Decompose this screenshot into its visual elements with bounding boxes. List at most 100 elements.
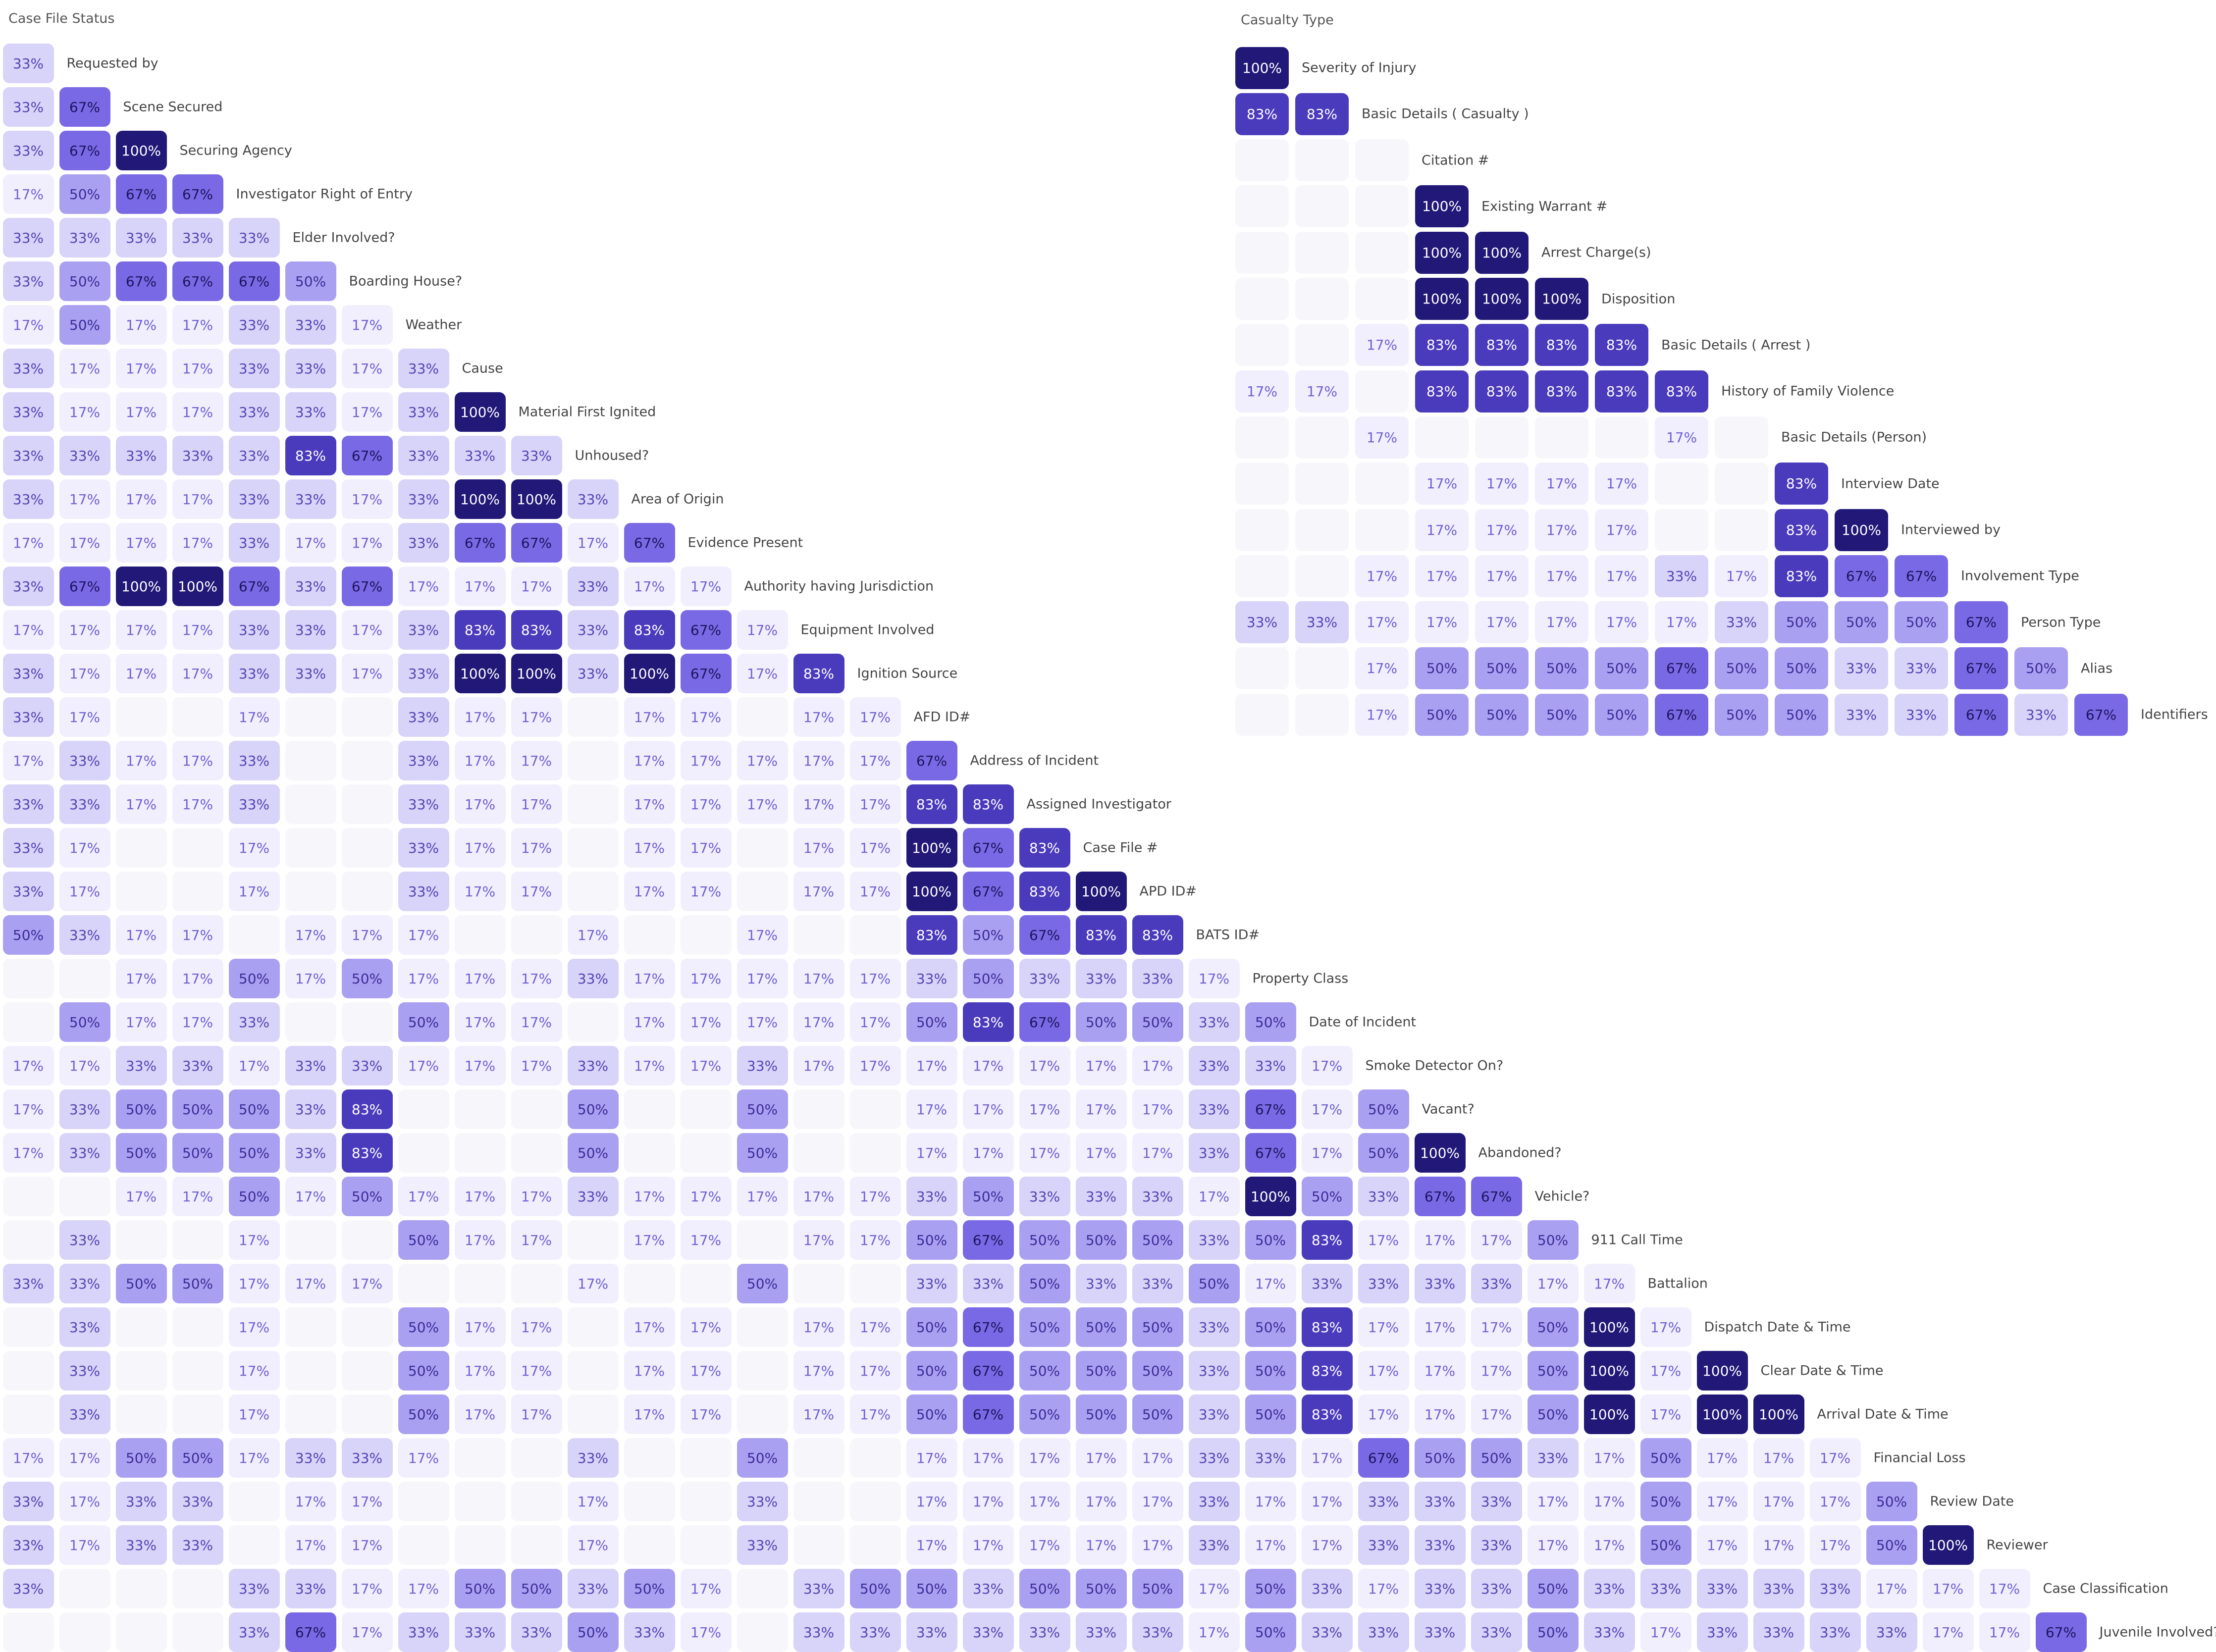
row-label: Investigator Right of Entry — [236, 186, 413, 202]
percent-cell: 33% — [2, 872, 54, 911]
percent-cell: 17% — [59, 1482, 110, 1521]
percent-cell: 67% — [1655, 693, 1708, 736]
row-label: Smoke Detector On? — [1365, 1058, 1504, 1074]
percent-cell: 17% — [59, 523, 110, 563]
percent-cell: 50% — [1188, 1264, 1240, 1303]
percent-cell: 83% — [1295, 93, 1349, 135]
empty-cell — [398, 1525, 449, 1565]
percent-cell: 33% — [1655, 555, 1708, 597]
percent-cell: 83% — [1595, 324, 1648, 366]
percent-cell: 33% — [59, 1264, 110, 1303]
percent-cell: 17% — [1475, 601, 1529, 644]
empty-cell — [2, 1612, 54, 1652]
percent-cell: 33% — [793, 1612, 844, 1652]
empty-cell — [849, 1133, 901, 1173]
percent-cell: 17% — [624, 1177, 675, 1216]
empty-cell — [849, 1482, 901, 1521]
percent-cell: 33% — [793, 1569, 844, 1608]
percent-cell: 83% — [454, 610, 506, 650]
empty-cell — [793, 1264, 844, 1303]
percent-cell: 67% — [1895, 555, 1948, 597]
percent-cell: 17% — [341, 349, 393, 388]
percent-cell: 50% — [59, 305, 110, 345]
percent-cell: 100% — [1835, 509, 1888, 551]
percent-cell: 17% — [228, 697, 280, 737]
empty-cell — [59, 1177, 110, 1216]
empty-cell — [793, 1133, 844, 1173]
percent-cell: 17% — [793, 1002, 844, 1042]
percent-cell: 17% — [228, 828, 280, 868]
percent-cell: 33% — [1188, 1482, 1240, 1521]
percent-cell: 33% — [228, 349, 280, 388]
empty-cell — [849, 1438, 901, 1478]
percent-cell: 33% — [2, 349, 54, 388]
percent-cell: 17% — [737, 784, 788, 824]
percent-cell: 50% — [1075, 1002, 1127, 1042]
percent-cell: 17% — [1475, 509, 1529, 551]
row-label: Case File # — [1083, 840, 1158, 856]
percent-cell: 33% — [59, 1220, 110, 1260]
percent-cell: 17% — [2, 305, 54, 345]
percent-cell: 17% — [1075, 1525, 1127, 1565]
percent-cell: 17% — [1132, 1482, 1183, 1521]
percent-cell: 33% — [567, 1438, 619, 1478]
percent-cell: 83% — [624, 610, 675, 650]
percent-cell: 17% — [906, 1046, 957, 1085]
percent-cell: 33% — [737, 1046, 788, 1085]
percent-cell: 17% — [454, 1177, 506, 1216]
empty-cell — [285, 1220, 336, 1260]
percent-cell: 17% — [341, 654, 393, 693]
percent-cell: 67% — [59, 87, 110, 127]
empty-cell — [172, 1394, 223, 1434]
percent-cell: 17% — [1414, 1220, 1466, 1260]
percent-cell: 67% — [1835, 555, 1888, 597]
empty-cell — [341, 741, 393, 780]
row-label: Material First Ignited — [518, 404, 656, 420]
percent-cell: 17% — [1753, 1482, 1804, 1521]
percent-cell: 33% — [285, 1089, 336, 1129]
percent-cell: 100% — [1415, 185, 1469, 228]
percent-cell: 17% — [1583, 1264, 1635, 1303]
percent-cell: 17% — [285, 1264, 336, 1303]
percent-cell: 33% — [228, 1002, 280, 1042]
percent-cell: 33% — [1358, 1177, 1409, 1216]
percent-cell: 33% — [228, 479, 280, 519]
percent-cell: 33% — [59, 741, 110, 780]
percent-cell: 33% — [2, 697, 54, 737]
percent-cell: 17% — [228, 1438, 280, 1478]
percent-cell: 17% — [793, 784, 844, 824]
percent-cell: 17% — [849, 872, 901, 911]
percent-cell: 67% — [341, 567, 393, 606]
percent-cell: 17% — [341, 1525, 393, 1565]
percent-cell: 50% — [1415, 647, 1469, 690]
percent-cell: 100% — [454, 392, 506, 432]
percent-cell: 17% — [624, 784, 675, 824]
percent-cell: 33% — [1075, 959, 1127, 998]
empty-cell — [2, 1002, 54, 1042]
empty-cell — [624, 1133, 675, 1173]
empty-cell — [1355, 509, 1409, 551]
percent-cell: 17% — [172, 741, 223, 780]
empty-cell — [793, 1438, 844, 1478]
row-label: Basic Details ( Arrest ) — [1661, 337, 1811, 353]
percent-cell: 67% — [511, 523, 562, 563]
percent-cell: 50% — [567, 1612, 619, 1652]
percent-cell: 17% — [1075, 1046, 1127, 1085]
percent-cell: 17% — [341, 523, 393, 563]
percent-cell: 17% — [59, 1438, 110, 1478]
percent-cell: 33% — [59, 1307, 110, 1347]
percent-cell: 17% — [511, 741, 562, 780]
percent-cell: 33% — [228, 654, 280, 693]
percent-cell: 17% — [1535, 555, 1588, 597]
empty-cell — [511, 1089, 562, 1129]
percent-cell: 50% — [1019, 1569, 1070, 1608]
percent-cell: 17% — [511, 784, 562, 824]
percent-cell: 17% — [341, 305, 393, 345]
percent-cell: 50% — [1775, 601, 1828, 644]
percent-cell: 33% — [1715, 601, 1768, 644]
empty-cell — [2, 1177, 54, 1216]
percent-cell: 33% — [1753, 1612, 1804, 1652]
percent-cell: 33% — [2, 479, 54, 519]
percent-cell: 17% — [228, 1351, 280, 1391]
percent-cell: 33% — [906, 1264, 957, 1303]
